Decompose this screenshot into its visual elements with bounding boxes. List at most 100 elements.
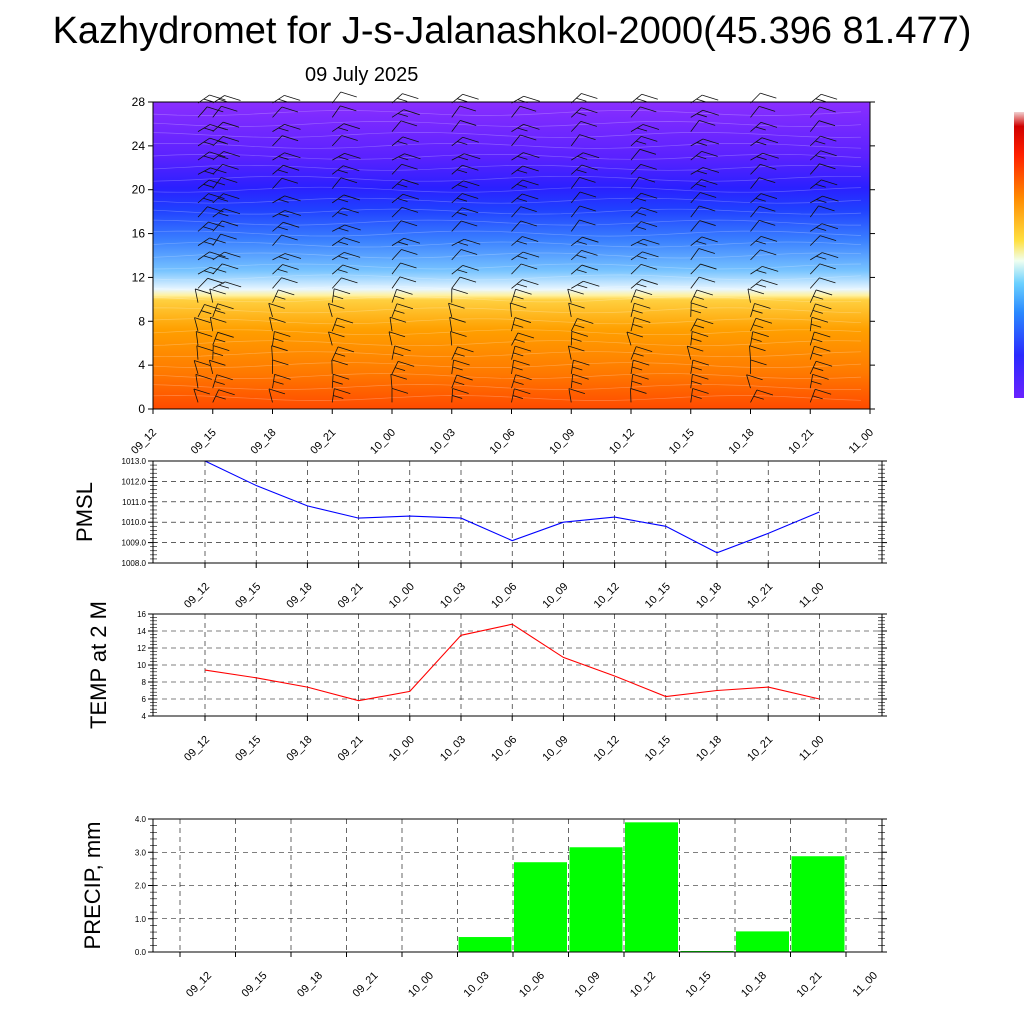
wind-barb [511,388,515,403]
wind-barb-flag [268,388,286,395]
wind-barb-flag [581,107,598,114]
wind-barb [630,388,632,403]
wind-barb [209,317,214,332]
wind-barb-flag [404,153,421,160]
wind-barb-flag [641,135,658,142]
wind-barb [391,262,401,275]
wind-barb [690,220,700,232]
wind-barb-flag [343,237,360,244]
wind-barb-flag [204,170,215,175]
y-tick-label: 28 [132,95,146,109]
y-tick-label: 1009.0 [122,539,147,548]
wind-barb-flag [581,264,599,271]
wind-barb-flag [699,120,716,126]
wind-barb-flag [517,332,535,339]
contour-line [152,143,862,149]
wind-barb-flag [403,237,421,244]
wind-barb-flag [760,249,777,256]
wind-barb-flag [813,367,824,371]
wind-barb-flag [338,227,349,232]
x-tick-label: 10_15 [667,427,697,457]
wind-barb-flag [691,338,702,342]
wind-barb-flag [636,127,648,132]
wind-barb-flag [756,156,767,161]
wind-barb-flag [626,331,644,338]
wind-barb-flag [690,309,702,314]
wind-barb-flag [700,192,717,198]
wind-barb-flag [218,212,229,217]
x-tick-label: 10_09 [540,734,570,764]
wind-barb-flag [448,302,465,309]
wind-barb-flag [635,197,647,202]
wind-barb-flag [812,352,823,357]
wind-barb-flag [692,331,709,337]
wind-barb-flag [222,263,239,270]
wind-barb-flag [274,331,291,337]
wind-barb-flag [195,373,212,380]
wind-barb-flag [403,109,420,116]
wind-barb-flag [631,380,642,385]
wind-barb-flag [334,324,345,328]
wind-barb [269,317,273,332]
y-tick-label: 8 [138,314,145,328]
wind-barb-flag [812,373,829,380]
wind-barb [809,120,820,132]
wind-barb-flag [400,120,418,127]
wind-barb-flag [196,345,213,352]
wind-barb-flag [520,134,537,141]
y-tick-label: 12 [137,644,146,653]
wind-barb-flag [820,93,838,100]
x-tick-label: 11_00 [847,427,877,457]
wind-barb-flag [210,167,227,174]
wind-barb-flag [457,141,468,145]
wind-barb-flag [576,269,587,273]
wind-barb-flag [333,395,344,399]
wind-barb-flag [638,176,656,183]
wind-barb-flag [696,155,707,160]
contour-line [152,263,862,270]
wind-barb-flag [520,206,537,212]
wind-barb-flag [753,324,764,329]
y-tick-label: 14 [137,627,146,636]
wind-barb-flag [397,141,408,145]
x-tick-label: 10_03 [462,970,492,1000]
wind-barb [626,331,632,346]
wind-barb [209,288,214,303]
wind-barb-flag [457,346,474,353]
wind-barb-flag [699,205,716,212]
wind-barb [391,136,404,147]
y-tick-label: 2.0 [135,882,147,891]
wind-barb [331,105,341,118]
x-tick-label: 10_15 [684,970,714,1000]
y-tick-label: 8 [142,678,147,687]
wind-barb-flag [217,140,229,145]
wind-barb-flag [696,113,707,118]
colorbar [1014,112,1024,398]
precip-bar [736,931,789,952]
wind-barb [272,135,283,147]
plot-frame [152,460,883,564]
wind-barb-flag [514,345,532,352]
wind-barb-flag [510,302,527,309]
wind-barb-flag [457,184,468,189]
wind-barb-flag [692,359,710,366]
wind-barb-flag [454,352,465,357]
wind-barb-flag [281,177,298,184]
contour-line [152,296,862,303]
x-tick-label: 09_21 [351,970,381,1000]
wind-barb-flag [819,263,836,270]
wind-barb [195,374,199,389]
wind-barb-flag [394,367,406,372]
wind-barb [268,388,273,403]
wind-barb-flag [450,331,467,337]
precip-bar [791,856,845,952]
chart-title: Kazhydromet for J-s-Jalanashkol-2000(45.… [52,10,972,52]
x-tick-label: 10_00 [387,734,417,764]
wind-barb-flag [815,227,827,231]
wind-barb-flag [812,310,823,314]
x-tick-label: 10_18 [694,734,724,764]
wind-barb-flag [517,155,528,160]
y-axis-label: PRECIP, mm [80,822,105,950]
wind-barb-flag [820,135,837,142]
